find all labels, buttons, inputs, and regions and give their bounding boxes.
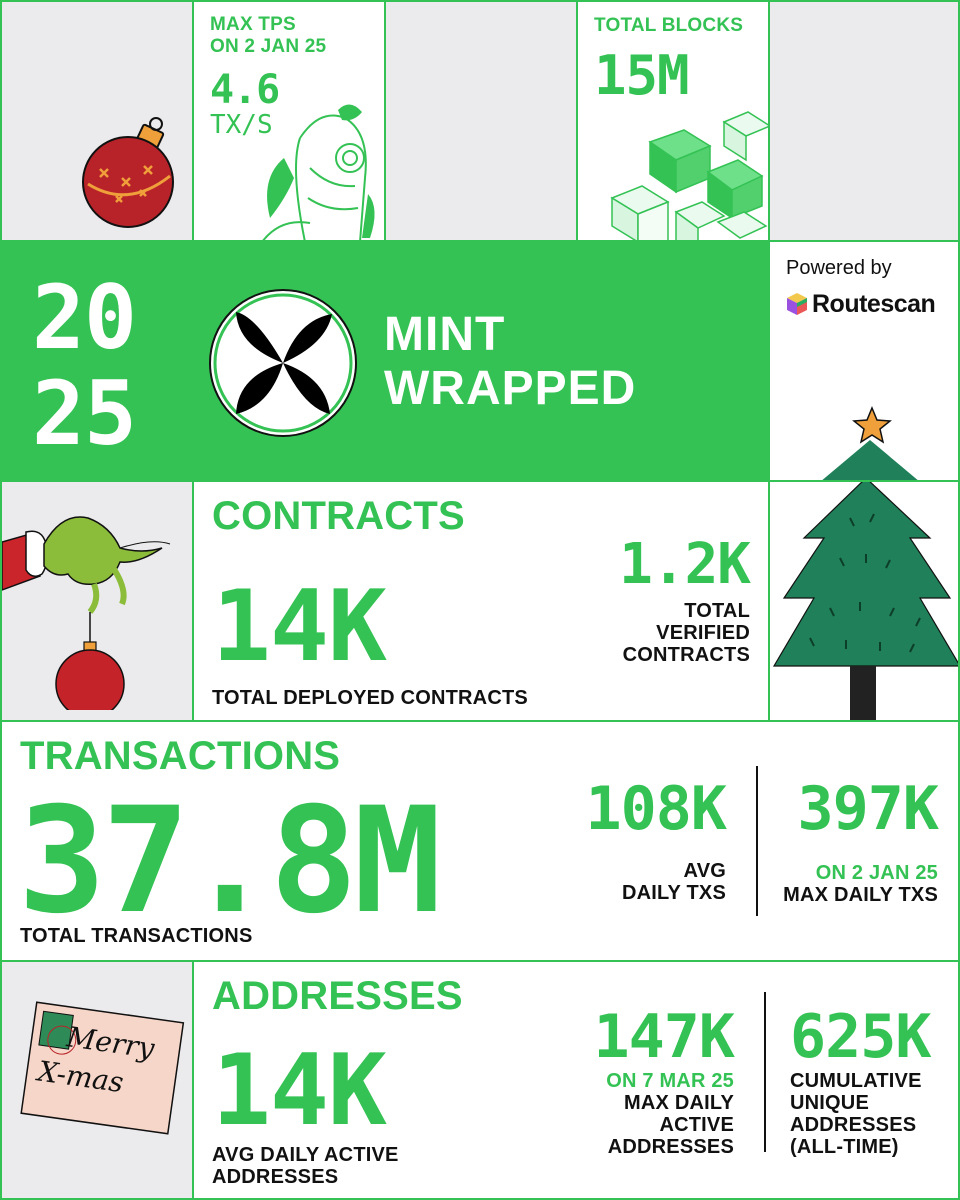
ornament-panel bbox=[0, 0, 194, 242]
max-tps-panel: MAX TPS ON 2 JAN 25 4.6 TX/S bbox=[192, 0, 386, 242]
addresses-avg-label-1: AVG DAILY ACTIVE bbox=[212, 1144, 399, 1166]
max-tps-label: MAX TPS bbox=[210, 14, 296, 35]
addresses-divider bbox=[764, 992, 766, 1152]
addresses-cumulative-label-2: UNIQUE bbox=[790, 1092, 869, 1114]
powered-by-panel: Powered by Routescan bbox=[768, 240, 960, 482]
year-panel: 20 25 bbox=[0, 240, 194, 482]
addresses-cumulative-label-3: ADDRESSES bbox=[790, 1114, 917, 1136]
addresses-max-label-1: MAX DAILY bbox=[624, 1092, 734, 1114]
christmas-tree-icon bbox=[772, 482, 958, 720]
year-line-2: 25 bbox=[32, 362, 137, 465]
christmas-ornament-icon bbox=[82, 117, 174, 228]
christmas-tree-top-icon bbox=[822, 440, 918, 480]
addresses-max-date: ON 7 MAR 25 bbox=[606, 1070, 734, 1092]
addresses-avg-label-2: ADDRESSES bbox=[212, 1166, 339, 1188]
max-tps-date: ON 2 JAN 25 bbox=[210, 36, 327, 57]
total-blocks-panel: TOTAL BLOCKS 15M bbox=[576, 0, 770, 242]
routescan-wordmark: Routescan bbox=[812, 290, 936, 318]
transactions-max-label: MAX DAILY TXS bbox=[783, 884, 938, 906]
transactions-divider bbox=[756, 766, 758, 916]
christmas-tree-star-icon bbox=[852, 406, 892, 444]
empty-grey-panel-2 bbox=[768, 0, 960, 242]
total-blocks-label: TOTAL BLOCKS bbox=[594, 15, 744, 36]
tree-panel bbox=[768, 480, 960, 722]
total-blocks-value: 15M bbox=[594, 44, 690, 107]
transactions-total-value: 37.8M bbox=[18, 776, 441, 946]
blocks-illustration-icon bbox=[610, 111, 768, 240]
addresses-cumulative-label-4: (ALL-TIME) bbox=[790, 1136, 899, 1158]
transactions-max-value: 397K bbox=[797, 774, 939, 844]
grinch-panel bbox=[0, 480, 194, 722]
routescan-cube-icon bbox=[787, 293, 807, 315]
brand-title-line-2: WRAPPED bbox=[384, 362, 637, 415]
transactions-avg-label-1: AVG bbox=[683, 860, 726, 882]
year-line-1: 20 bbox=[32, 266, 137, 369]
transactions-heading: TRANSACTIONS bbox=[20, 734, 341, 778]
contracts-total-label: TOTAL DEPLOYED CONTRACTS bbox=[212, 687, 528, 709]
addresses-max-value: 147K bbox=[593, 1002, 735, 1072]
contracts-verified-label-1: TOTAL bbox=[684, 600, 750, 622]
xmas-card-panel: Merry X-mas bbox=[0, 960, 194, 1200]
addresses-max-label-2: ACTIVE bbox=[659, 1114, 734, 1136]
transactions-avg-value: 108K bbox=[585, 774, 727, 844]
addresses-cumulative-value: 625K bbox=[790, 1002, 931, 1072]
transactions-avg-label-2: DAILY TXS bbox=[621, 882, 726, 904]
addresses-avg-value: 14K bbox=[212, 1034, 387, 1148]
brand-title-line-1: MINT bbox=[384, 308, 506, 361]
grinch-hand-ornament-icon bbox=[2, 516, 171, 710]
empty-grey-panel-1 bbox=[384, 0, 578, 242]
max-tps-value: 4.6 bbox=[210, 67, 280, 113]
mint-x-logo bbox=[209, 289, 357, 437]
addresses-heading: ADDRESSES bbox=[212, 974, 463, 1018]
merry-xmas-card-icon bbox=[20, 1001, 185, 1135]
contracts-panel: CONTRACTS 14K TOTAL DEPLOYED CONTRACTS 1… bbox=[192, 480, 770, 722]
transactions-total-label: TOTAL TRANSACTIONS bbox=[20, 925, 253, 947]
contracts-verified-label-2: VERIFIED bbox=[656, 622, 750, 644]
max-tps-unit: TX/S bbox=[210, 110, 273, 140]
contracts-verified-label-3: CONTRACTS bbox=[622, 644, 750, 666]
addresses-max-label-3: ADDRESSES bbox=[607, 1136, 734, 1158]
contracts-verified-value: 1.2K bbox=[619, 532, 751, 597]
contracts-heading: CONTRACTS bbox=[212, 494, 465, 538]
rocket-illustration-icon bbox=[262, 104, 375, 240]
transactions-max-date: ON 2 JAN 25 bbox=[815, 862, 938, 884]
addresses-cumulative-label-1: CUMULATIVE bbox=[790, 1070, 922, 1092]
addresses-panel: ADDRESSES 14K AVG DAILY ACTIVE ADDRESSES… bbox=[192, 960, 960, 1200]
transactions-panel: TRANSACTIONS 37.8M TOTAL TRANSACTIONS 10… bbox=[0, 720, 960, 962]
brand-panel: MINT WRAPPED bbox=[192, 240, 770, 482]
contracts-total-value: 14K bbox=[212, 570, 387, 684]
powered-by-label: Powered by bbox=[786, 257, 892, 279]
